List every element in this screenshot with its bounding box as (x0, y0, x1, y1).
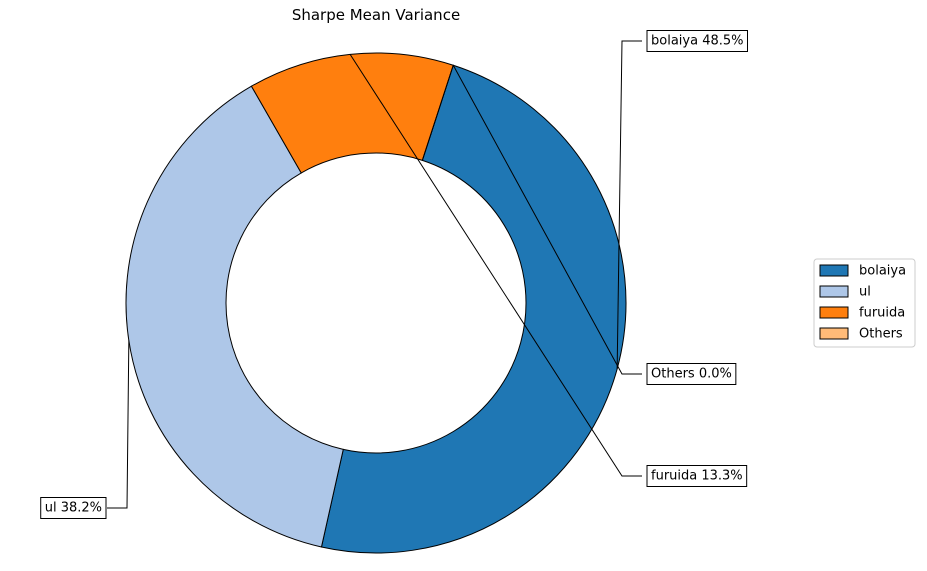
slice-ul (125, 85, 344, 548)
data-label-text: bolaiya 48.5% (651, 34, 744, 49)
data-label-ul: ul 38.2% (40, 497, 107, 519)
legend-item-bolaiya: bolaiya (819, 264, 906, 279)
legend-label: bolaiya (859, 264, 906, 279)
legend-swatch (819, 264, 849, 277)
data-label-box (40, 497, 107, 519)
legend-label: ul (859, 285, 871, 300)
legend-item-ul: ul (819, 285, 871, 300)
data-label-others: Others 0.0% (646, 363, 737, 385)
data-label-box (646, 30, 748, 52)
data-label-furuida: furuida 13.3% (646, 465, 748, 487)
slice-others (421, 65, 454, 161)
legend: bolaiya ul furuida Others (813, 258, 916, 348)
legend-swatch (819, 327, 849, 340)
data-label-box (646, 465, 748, 487)
data-label-text: furuida 13.3% (651, 469, 743, 484)
legend-item-furuida: furuida (819, 306, 905, 321)
legend-frame (813, 258, 916, 348)
legend-label: furuida (859, 306, 905, 321)
data-label-box (646, 363, 737, 385)
data-labels: bolaiya 48.5% ul 38.2% furuida 13.3% Others… (40, 30, 748, 519)
data-label-text: ul 38.2% (45, 501, 102, 516)
leader-line-ul (107, 340, 130, 509)
data-label-bolaiya: bolaiya 48.5% (646, 30, 748, 52)
leader-line-others (452, 64, 642, 375)
chart-title: Sharpe Mean Variance (292, 6, 460, 24)
leader-line-furuida (349, 54, 642, 477)
legend-swatch (819, 306, 849, 319)
leader-line-bolaiya (616, 40, 642, 369)
slice-bolaiya (320, 64, 627, 554)
legend-swatch (819, 285, 849, 298)
legend-item-others: Others (819, 327, 903, 342)
data-label-text: Others 0.0% (651, 367, 732, 382)
pie-slices (125, 52, 627, 554)
legend-label: Others (859, 327, 903, 342)
